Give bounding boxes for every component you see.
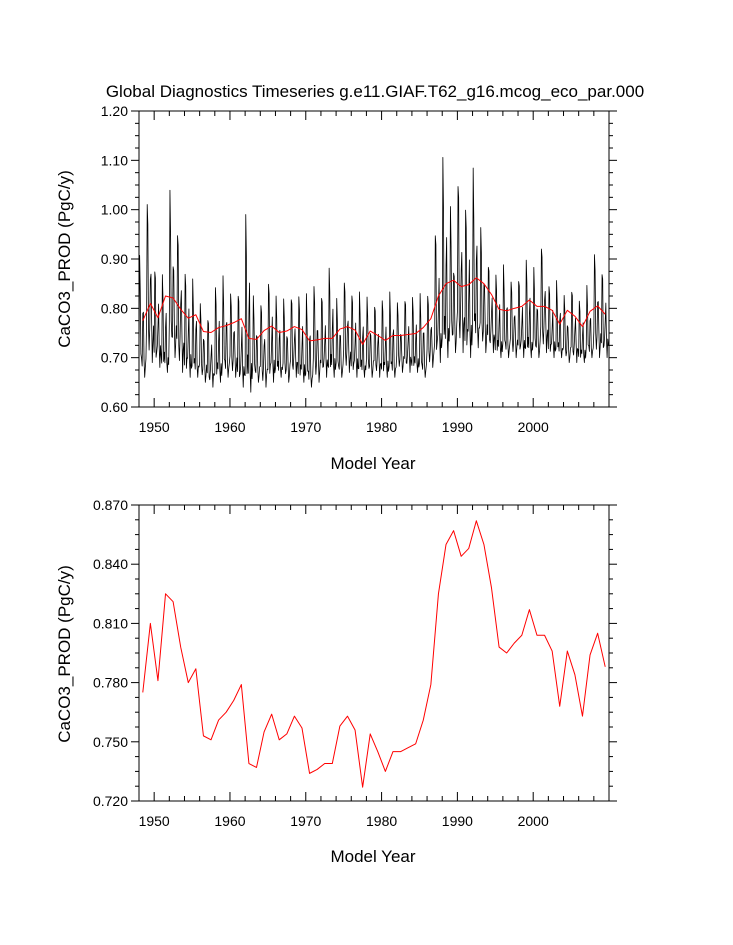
x-tick-label: 1970 [290,813,321,829]
y-tick-label: 0.780 [93,675,128,691]
y-tick-label: 0.810 [93,615,128,631]
bottom-xlabel: Model Year [330,847,415,866]
series-line-annual-mean [142,277,606,345]
bottom-chart: Model Year CaCO3_PROD (PgC/y) 1950 1960 19… [55,497,617,866]
top-ylabel: CaCO3_PROD (PgC/y) [55,170,74,348]
x-tick-label: 1950 [139,813,170,829]
series-line-annual-mean [142,520,606,788]
series-line-monthly [139,156,609,393]
y-tick-label: 0.840 [93,556,128,572]
bottom-ylabel: CaCO3_PROD (PgC/y) [55,565,74,743]
y-tick-label: 0.720 [93,793,128,809]
plot-frame [138,504,610,802]
x-tick-label: 2000 [518,419,549,435]
y-tick-label: 0.80 [101,300,128,316]
x-tick-label: 1960 [214,419,245,435]
y-tick-label: 0.750 [93,734,128,750]
x-tick-label: 1960 [214,813,245,829]
y-tick-label: 0.70 [101,350,128,366]
top-chart: Model Year CaCO3_PROD (PgC/y) 1950 1960 19… [55,103,617,473]
y-tick-label: 1.20 [101,103,128,119]
x-tick-label: 1970 [290,419,321,435]
x-tick-label: 1950 [139,419,170,435]
x-tick-label: 1980 [366,419,397,435]
y-tick-label: 1.00 [101,202,128,218]
y-tick-label: 0.870 [93,497,128,513]
plot-frame [138,110,610,408]
y-tick-label: 0.60 [101,399,128,415]
x-tick-label: 1980 [366,813,397,829]
x-tick-label: 2000 [518,813,549,829]
y-tick-label: 0.90 [101,251,128,267]
y-tick-label: 1.10 [101,152,128,168]
figure-title: Global Diagnostics Timeseries g.e11.GIAF… [106,82,644,101]
top-xlabel: Model Year [330,454,415,473]
x-tick-label: 1990 [442,813,473,829]
x-tick-label: 1990 [442,419,473,435]
